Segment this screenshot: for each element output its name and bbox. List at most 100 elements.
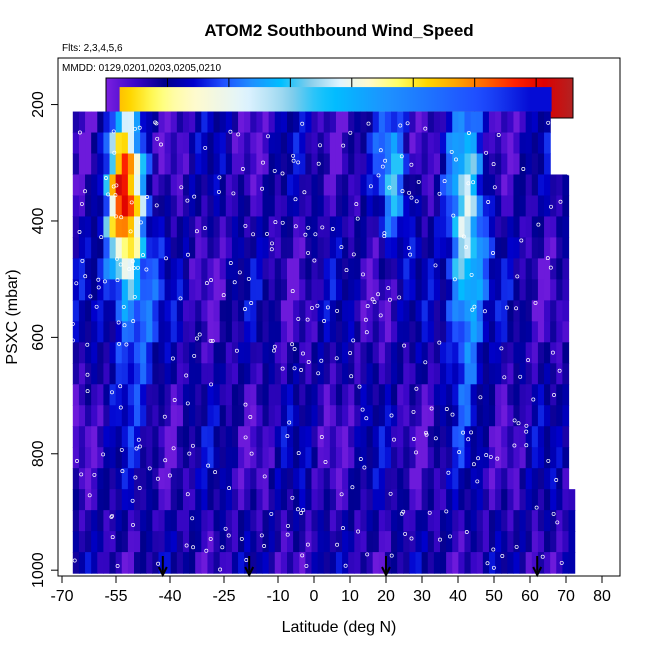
heatmap-cell [287, 468, 294, 490]
observation-marker [223, 526, 228, 531]
heatmap-cell [311, 447, 319, 469]
observation-marker [83, 189, 87, 194]
heatmap-cell [250, 216, 257, 239]
observation-marker [259, 533, 264, 538]
heatmap-cell [562, 279, 570, 301]
heatmap-cell [525, 552, 533, 574]
heatmap-cell [507, 153, 515, 176]
observation-marker [96, 285, 101, 290]
heatmap-cell [403, 300, 410, 322]
heatmap-cell [311, 132, 319, 155]
heatmap-cell [531, 300, 539, 322]
heatmap-cell [219, 342, 227, 364]
heatmap-cell [452, 321, 459, 343]
heatmap-cell [219, 132, 227, 155]
heatmap-cell [354, 489, 362, 511]
observation-marker [464, 245, 468, 250]
heatmap-cell [127, 132, 135, 155]
heatmap-cell [482, 531, 490, 553]
observation-marker [437, 191, 442, 196]
heatmap-cell [329, 342, 337, 364]
heatmap-cell [354, 384, 362, 406]
heatmap-cell [360, 489, 368, 511]
observation-marker [291, 158, 296, 163]
heatmap-cell [170, 300, 178, 322]
heatmap-cell [458, 363, 466, 385]
heatmap-cell [268, 384, 276, 406]
heatmap-cell [464, 363, 472, 385]
heatmap-cell [342, 216, 349, 239]
observation-marker [72, 558, 77, 563]
heatmap-cell [219, 426, 227, 448]
heatmap-cell [440, 132, 447, 155]
heatmap-cell [305, 405, 313, 427]
heatmap-cell [464, 153, 472, 176]
heatmap-cell [531, 405, 539, 427]
heatmap-cell [91, 447, 98, 469]
heatmap-cell [207, 426, 215, 448]
heatmap-cell [470, 468, 478, 490]
heatmap-cell [397, 468, 404, 490]
heatmap-cell [287, 489, 294, 511]
heatmap-cell [287, 510, 294, 532]
heatmap-cell [507, 132, 515, 155]
heatmap-cell [109, 426, 117, 448]
heatmap-cell [348, 426, 355, 448]
heatmap-cell [158, 111, 166, 134]
observation-marker [170, 356, 175, 361]
heatmap-cell [495, 426, 502, 448]
heatmap-cell [384, 258, 392, 280]
heatmap-cell [544, 321, 551, 343]
heatmap-cell [91, 384, 98, 406]
heatmap-cell [127, 531, 135, 553]
heatmap-cell [550, 258, 557, 280]
heatmap-cell [488, 384, 496, 406]
heatmap-cell [525, 531, 533, 553]
heatmap-cell [335, 258, 343, 280]
heatmap-cell [91, 363, 98, 385]
heatmap-cell [452, 342, 459, 364]
x-axis-label: Latitude (deg N) [282, 619, 397, 636]
heatmap-cell [329, 153, 337, 176]
heatmap-cell [127, 300, 135, 322]
heatmap-cell [391, 384, 398, 406]
heatmap-cell [397, 531, 404, 553]
heatmap-cell [121, 279, 129, 301]
heatmap-cell [140, 489, 147, 511]
heatmap-cell [384, 216, 392, 239]
heatmap-cell [446, 531, 453, 553]
heatmap-cell [476, 237, 484, 259]
heatmap-cell [488, 510, 496, 532]
heatmap-cell [152, 300, 160, 322]
observation-marker [122, 323, 127, 328]
heatmap-cell [170, 174, 178, 197]
heatmap-cell [544, 468, 551, 490]
heatmap-cell [446, 363, 453, 385]
heatmap-cell [127, 153, 135, 176]
observation-marker [427, 510, 432, 515]
heatmap-cell [378, 510, 386, 532]
heatmap-cell [280, 447, 288, 469]
heatmap-cell [146, 258, 153, 280]
observation-marker [92, 472, 97, 477]
heatmap-cell [323, 174, 331, 197]
observation-marker [457, 450, 462, 455]
heatmap-cell [231, 300, 239, 322]
heatmap-cell [305, 258, 313, 280]
heatmap-cell [140, 552, 147, 574]
heatmap-cell [458, 510, 466, 532]
heatmap-cell [97, 510, 104, 532]
heatmap-cell [293, 321, 300, 343]
heatmap-cell [299, 321, 306, 343]
heatmap-cell [280, 300, 288, 322]
observation-marker [408, 252, 413, 257]
heatmap-cell [323, 426, 331, 448]
heatmap-cell [164, 321, 172, 343]
heatmap-cell [189, 258, 196, 280]
heatmap-cell [231, 510, 239, 532]
heatmap-cell [501, 216, 508, 239]
observation-marker [260, 186, 265, 191]
heatmap-cell [482, 132, 490, 155]
heatmap-cell [458, 153, 466, 176]
